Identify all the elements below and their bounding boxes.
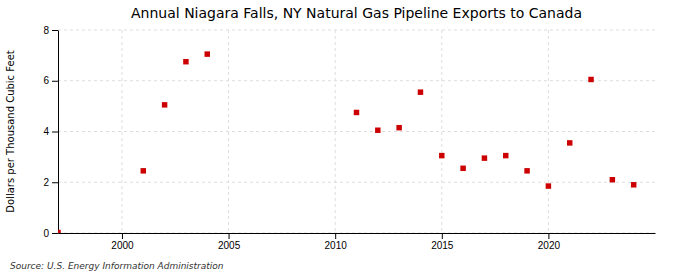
y-axis-tick-label: 0 — [43, 228, 49, 239]
y-axis-tick-label: 8 — [43, 25, 49, 36]
y-grid-line — [58, 30, 655, 31]
x-axis-line — [59, 233, 656, 234]
y-axis-tick-label: 6 — [43, 75, 49, 86]
y-axis-tick-mark — [52, 182, 58, 183]
y-axis-tick-label: 2 — [43, 177, 49, 188]
y-grid-line — [58, 182, 655, 183]
y-grid-line — [58, 80, 655, 81]
x-axis-tick-label: 2005 — [218, 240, 241, 251]
y-axis-tick: 2 — [43, 177, 58, 188]
y-axis: 0 2 4 6 8 — [43, 25, 58, 239]
y-axis-tick-label: 4 — [43, 126, 49, 137]
point — [588, 77, 593, 82]
point — [375, 127, 380, 132]
y-axis-tick-mark — [52, 233, 58, 234]
x-axis-tick: 2000 — [111, 233, 134, 251]
x-axis-tick: 2015 — [431, 233, 454, 251]
point — [141, 168, 146, 173]
y-axis-tick-mark — [52, 81, 58, 82]
x-axis-tick-label: 2010 — [325, 240, 348, 251]
point — [610, 177, 615, 182]
x-axis-tick: 2005 — [218, 233, 241, 251]
point — [396, 125, 401, 130]
point — [162, 102, 167, 107]
y-axis-line — [58, 31, 59, 234]
x-axis-tick-mark — [122, 233, 123, 239]
point — [503, 153, 508, 158]
point — [460, 166, 465, 171]
plot: 2000 2005 2010 2015 2020 0 2 4 6 8 — [43, 25, 655, 251]
x-axis: 2000 2005 2010 2015 2020 — [59, 233, 656, 251]
y-axis-tick-mark — [52, 30, 58, 31]
point — [631, 182, 636, 187]
point — [524, 168, 529, 173]
y-axis-tick: 0 — [43, 228, 58, 239]
x-axis-tick-mark — [442, 233, 443, 239]
point — [58, 230, 61, 233]
x-grid-line — [548, 30, 549, 233]
x-axis-tick: 2010 — [325, 233, 348, 251]
annotation: Source: U.S. Energy Information Administ… — [10, 261, 224, 271]
y-axis-title: Dollars per Thousand Cubic Feet — [5, 50, 16, 213]
point — [567, 140, 572, 145]
point — [439, 153, 444, 158]
y-grid-line — [58, 233, 655, 234]
y-axis-tick: 4 — [43, 126, 58, 137]
x-axis-tick-label: 2000 — [111, 240, 134, 251]
x-axis-tick-mark — [548, 233, 549, 239]
points — [58, 51, 636, 233]
x-grid-line — [121, 30, 122, 233]
point — [546, 183, 551, 188]
grid — [58, 30, 655, 233]
x-axis-tick-label: 2020 — [538, 240, 561, 251]
y-grid-line — [58, 131, 655, 132]
x-axis-tick-label: 2015 — [431, 240, 454, 251]
point — [205, 51, 210, 56]
title: Annual Niagara Falls, NY Natural Gas Pip… — [131, 5, 582, 21]
y-axis-tick-mark — [52, 132, 58, 133]
x-axis-tick-mark — [335, 233, 336, 239]
x-axis-tick-mark — [229, 233, 230, 239]
chart: 2000 2005 2010 2015 2020 0 2 4 6 8 Annual Niagara … — [0, 0, 675, 275]
y-axis-tick: 6 — [43, 75, 58, 86]
x-axis-tick: 2020 — [538, 233, 561, 251]
point — [482, 155, 487, 160]
point — [418, 89, 423, 94]
point — [183, 59, 188, 64]
point — [354, 110, 359, 115]
y-axis-tick: 8 — [43, 25, 58, 36]
